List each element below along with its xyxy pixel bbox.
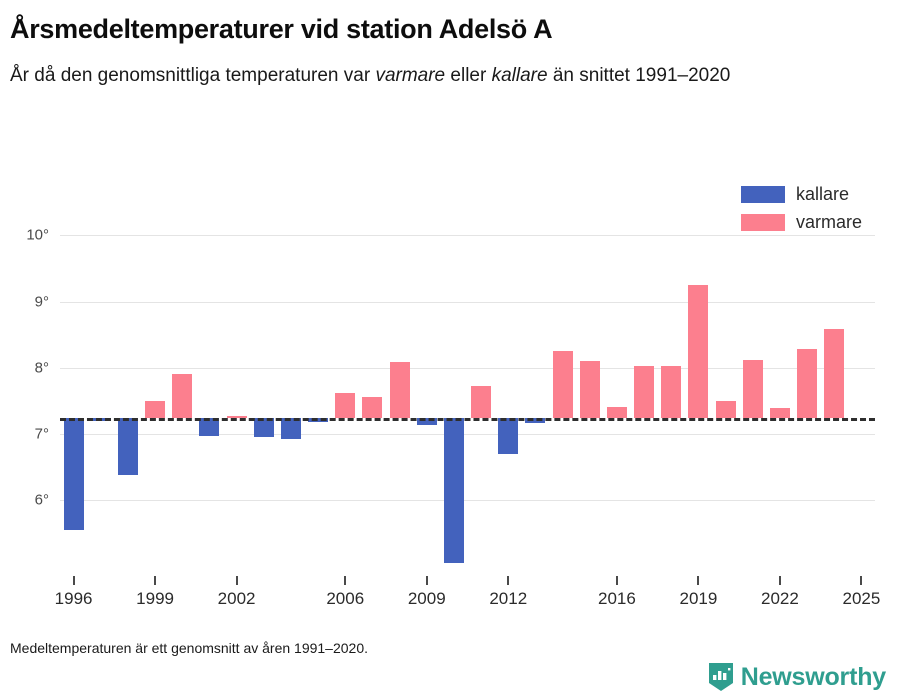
bar[interactable] bbox=[661, 366, 682, 418]
bar[interactable] bbox=[172, 374, 193, 418]
gridline bbox=[60, 500, 875, 502]
bar[interactable] bbox=[579, 361, 600, 418]
bar[interactable] bbox=[498, 417, 519, 454]
bar[interactable] bbox=[389, 362, 410, 418]
bar[interactable] bbox=[824, 329, 845, 418]
legend-swatch-icon bbox=[740, 214, 785, 231]
bar[interactable] bbox=[715, 400, 736, 418]
page-title: Årsmedeltemperaturer vid station Adelsö … bbox=[10, 14, 553, 44]
x-axis-tick bbox=[235, 576, 238, 585]
x-axis-tick bbox=[154, 576, 157, 585]
gridline bbox=[60, 434, 875, 436]
chart-footnote: Medeltemperaturen är ett genomsnitt av å… bbox=[10, 640, 369, 656]
gridline bbox=[60, 301, 875, 303]
bar[interactable] bbox=[606, 406, 627, 418]
bar[interactable] bbox=[416, 417, 437, 426]
y-axis-tick-label: 7° bbox=[34, 425, 49, 443]
bar-chart-pin-icon bbox=[708, 662, 734, 692]
x-axis-tick-label: 2025 bbox=[842, 589, 881, 608]
gridline bbox=[60, 235, 875, 237]
bar[interactable] bbox=[443, 417, 464, 564]
legend-label: kallare bbox=[795, 184, 850, 204]
x-axis-tick bbox=[778, 576, 781, 585]
legend-item-varmare[interactable]: varmare bbox=[740, 212, 862, 233]
x-axis-tick bbox=[615, 576, 618, 585]
subtitle-emphasis-kallare: kallare bbox=[491, 65, 548, 87]
bar[interactable] bbox=[362, 396, 383, 418]
newsworthy-logo[interactable]: Newsworthy bbox=[708, 662, 886, 692]
legend-label: varmare bbox=[795, 212, 862, 232]
x-axis-tick-label: 2022 bbox=[760, 589, 799, 608]
brand-name: Newsworthy bbox=[740, 662, 886, 691]
subtitle-emphasis-varmare: varmare bbox=[375, 65, 446, 87]
bar[interactable] bbox=[226, 415, 247, 418]
bar[interactable] bbox=[471, 385, 492, 418]
x-axis-tick bbox=[344, 576, 347, 585]
bar[interactable] bbox=[145, 400, 166, 418]
bar[interactable] bbox=[335, 392, 356, 418]
bar[interactable] bbox=[280, 417, 301, 439]
x-axis-tick-label: 1999 bbox=[136, 589, 174, 608]
x-axis-tick-label: 2009 bbox=[407, 589, 446, 608]
x-axis-tick bbox=[697, 576, 700, 585]
x-axis-tick bbox=[860, 576, 863, 585]
x-axis-tick bbox=[507, 576, 510, 585]
subtitle-text-3: än snittet 1991–2020 bbox=[547, 65, 731, 87]
bar[interactable] bbox=[63, 417, 84, 531]
chart-area: kallare varmare 6° 7° 8° 9° 10° 1996 1999 2002 2… bbox=[0, 172, 900, 622]
bar[interactable] bbox=[117, 417, 138, 476]
bar[interactable] bbox=[769, 407, 790, 418]
average-baseline bbox=[60, 417, 875, 421]
x-axis-tick bbox=[72, 576, 75, 585]
subtitle-text-1: År då den genomsnittliga temperaturen va… bbox=[10, 65, 376, 87]
subtitle-text-2: eller bbox=[445, 65, 492, 87]
bar[interactable] bbox=[253, 417, 274, 438]
x-axis-tick-label: 2019 bbox=[679, 589, 718, 608]
page-subtitle: År då den genomsnittliga temperaturen va… bbox=[10, 45, 870, 90]
bar[interactable] bbox=[552, 351, 573, 418]
x-axis-tick bbox=[425, 576, 428, 585]
legend-item-kallare[interactable]: kallare bbox=[740, 184, 862, 205]
y-axis-tick-label: 6° bbox=[34, 491, 49, 509]
y-axis-tick-label: 10° bbox=[26, 226, 49, 244]
x-axis-tick-label: 2002 bbox=[217, 589, 256, 608]
bar[interactable] bbox=[688, 284, 709, 418]
legend-swatch-icon bbox=[740, 186, 785, 203]
gridline bbox=[60, 367, 875, 369]
x-axis-tick-label: 2016 bbox=[597, 589, 636, 608]
bar[interactable] bbox=[199, 417, 220, 437]
y-axis-tick-label: 9° bbox=[34, 293, 49, 310]
bar[interactable] bbox=[797, 349, 818, 418]
bar-series bbox=[60, 212, 875, 570]
y-axis-tick-label: 8° bbox=[34, 359, 49, 377]
bar[interactable] bbox=[742, 359, 763, 418]
bar[interactable] bbox=[634, 366, 655, 418]
plot-region: 6° 7° 8° 9° 10° 1996 1999 2002 2006 2009 2012 2016… bbox=[26, 212, 880, 608]
x-axis-tick-label: 2006 bbox=[326, 589, 365, 608]
x-axis-tick-label: 1996 bbox=[54, 589, 93, 608]
chart-legend: kallare varmare bbox=[740, 184, 862, 233]
x-axis-tick-label: 2012 bbox=[489, 589, 528, 608]
